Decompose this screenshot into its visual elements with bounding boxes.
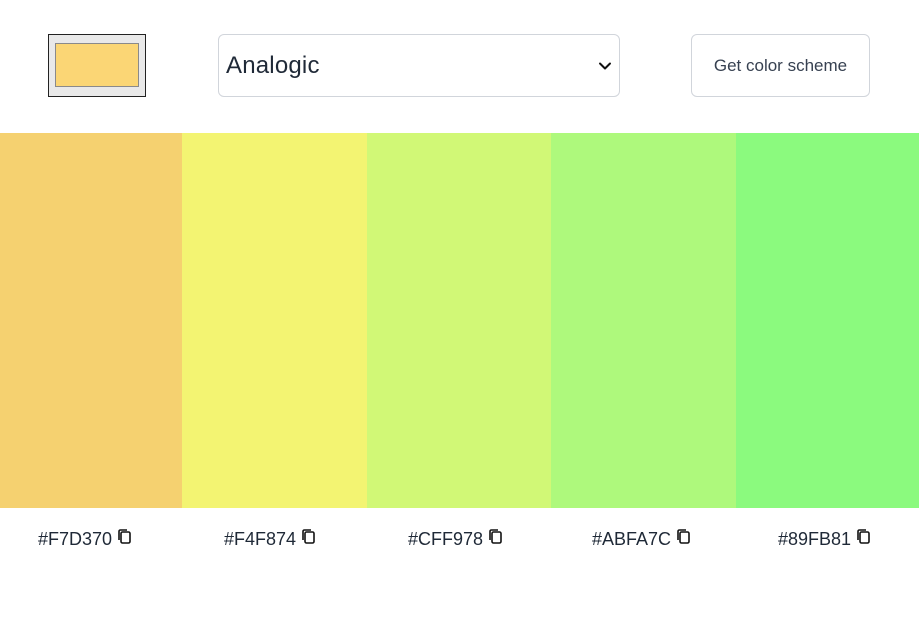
hex-code-1[interactable]: #F7D370 bbox=[38, 525, 132, 553]
copy-icon[interactable] bbox=[116, 528, 132, 546]
hex-label: #F7D370 bbox=[38, 528, 113, 549]
hex-code-2[interactable]: #F4F874 bbox=[224, 525, 316, 553]
color-column-1 bbox=[0, 133, 182, 508]
hex-label: #ABFA7C bbox=[592, 528, 672, 549]
hex-label: #F4F874 bbox=[224, 528, 297, 549]
hex-code-4[interactable]: #ABFA7C bbox=[592, 525, 691, 553]
copy-icon[interactable] bbox=[487, 528, 503, 546]
copy-icon[interactable] bbox=[855, 528, 871, 546]
chevron-down-icon bbox=[599, 62, 611, 70]
color-column-2 bbox=[182, 133, 367, 508]
hex-label: #CFF978 bbox=[408, 528, 484, 549]
get-color-scheme-button[interactable]: Get color scheme bbox=[691, 34, 870, 97]
copy-icon[interactable] bbox=[675, 528, 691, 546]
hex-label: #89FB81 bbox=[778, 528, 852, 549]
seed-color-swatch[interactable] bbox=[55, 43, 139, 87]
hex-codes-row: #F7D370 #F4F874 #CFF978 #ABFA7C bbox=[0, 525, 919, 553]
color-column-3 bbox=[367, 133, 551, 508]
scheme-mode-value: Analogic bbox=[226, 52, 320, 79]
hex-code-5[interactable]: #89FB81 bbox=[778, 525, 871, 553]
seed-color-picker[interactable] bbox=[48, 34, 146, 97]
hex-code-3[interactable]: #CFF978 bbox=[408, 525, 503, 553]
scheme-mode-select[interactable]: Analogic bbox=[218, 34, 620, 97]
color-columns bbox=[0, 133, 919, 508]
color-column-4 bbox=[551, 133, 736, 508]
color-column-5 bbox=[736, 133, 919, 508]
copy-icon[interactable] bbox=[300, 528, 316, 546]
